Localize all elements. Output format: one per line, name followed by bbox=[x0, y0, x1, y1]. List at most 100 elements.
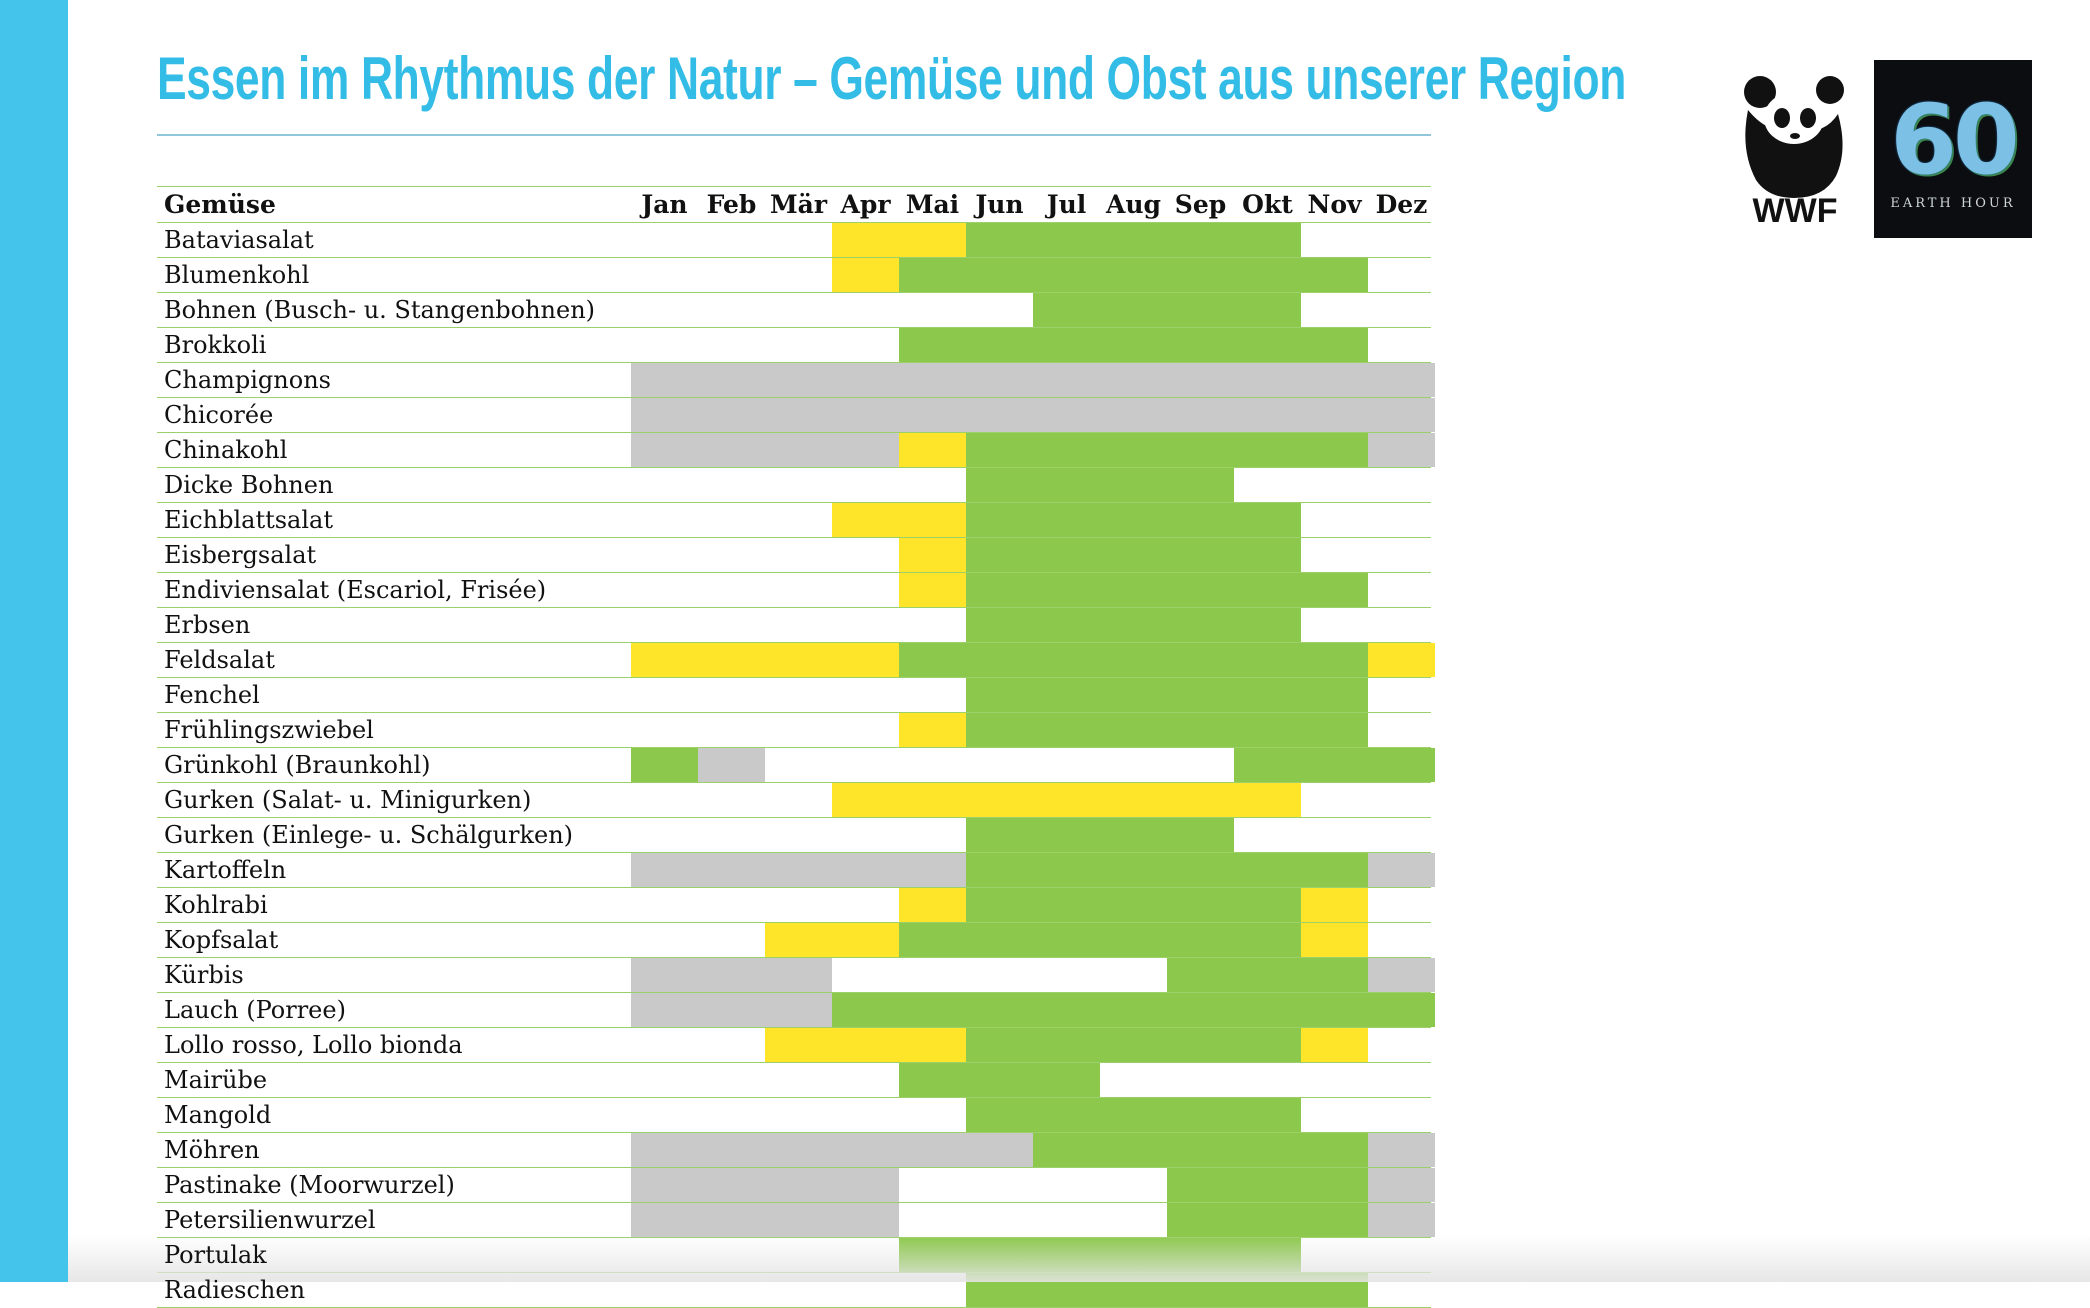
table-row: Champignons bbox=[157, 363, 1435, 398]
month-header: Apr bbox=[840, 190, 891, 219]
month-header: Feb bbox=[706, 190, 757, 219]
month-header: Mär bbox=[769, 190, 828, 219]
season-cell-gray bbox=[1368, 958, 1435, 992]
season-cell-green bbox=[899, 1238, 1301, 1272]
season-cell-yellow bbox=[832, 783, 1301, 817]
table-row: Kartoffeln bbox=[157, 853, 1435, 888]
earth-hour-caption: EARTH HOUR bbox=[1890, 196, 2016, 211]
table-row: Kopfsalat bbox=[157, 923, 1431, 958]
vegetable-name: Bohnen (Busch- u. Stangenbohnen) bbox=[164, 296, 596, 324]
season-cell-yellow bbox=[832, 503, 966, 537]
season-cell-gray bbox=[631, 1168, 899, 1202]
season-cell-gray bbox=[631, 853, 966, 887]
vegetable-name: Mairübe bbox=[164, 1066, 268, 1094]
wwf-logo-text: WWF bbox=[1753, 192, 1838, 230]
vegetable-name: Lauch (Porree) bbox=[164, 996, 346, 1024]
panda-ear-left bbox=[1744, 76, 1776, 108]
table-row: Chinakohl bbox=[157, 433, 1435, 468]
table-row: Petersilienwurzel bbox=[157, 1203, 1435, 1238]
season-cell-green bbox=[966, 818, 1234, 852]
season-cell-gray bbox=[1368, 1168, 1435, 1202]
season-cell-green bbox=[966, 223, 1301, 257]
season-cell-green bbox=[899, 328, 1368, 362]
table-row: Bohnen (Busch- u. Stangenbohnen) bbox=[157, 293, 1431, 328]
season-cell-gray bbox=[698, 748, 765, 782]
season-cell-yellow bbox=[899, 538, 966, 572]
vegetable-name: Endiviensalat (Escariol, Frisée) bbox=[164, 576, 547, 604]
season-cell-yellow bbox=[899, 713, 966, 747]
table-row: Blumenkohl bbox=[157, 258, 1431, 293]
table-row: Feldsalat bbox=[157, 643, 1435, 678]
vegetable-name: Erbsen bbox=[164, 611, 251, 639]
season-cell-green bbox=[966, 468, 1234, 502]
season-cell-gray bbox=[631, 1133, 1033, 1167]
vegetable-name: Frühlingszwiebel bbox=[164, 716, 374, 744]
earth-hour-60-logo: 60 EARTH HOUR bbox=[1874, 60, 2032, 238]
season-cell-green bbox=[966, 538, 1301, 572]
vegetable-name: Gurken (Einlege- u. Schälgurken) bbox=[164, 821, 574, 849]
vegetable-name: Chinakohl bbox=[164, 436, 288, 464]
table-row: Frühlingszwiebel bbox=[157, 713, 1431, 748]
vegetable-name: Radieschen bbox=[164, 1276, 306, 1304]
season-cell-green bbox=[1234, 748, 1435, 782]
month-header: Jun bbox=[975, 190, 1024, 219]
table-row: Mangold bbox=[157, 1098, 1431, 1133]
month-header: Jul bbox=[1046, 190, 1087, 219]
table-row: Radieschen bbox=[157, 1273, 1431, 1308]
season-cell-green bbox=[966, 1028, 1301, 1062]
month-header: Mai bbox=[905, 190, 960, 219]
season-cell-yellow bbox=[631, 643, 899, 677]
left-accent-bar bbox=[0, 0, 68, 1282]
season-cell-yellow bbox=[1301, 1028, 1368, 1062]
table-row: Kohlrabi bbox=[157, 888, 1431, 923]
season-cell-yellow bbox=[1301, 888, 1368, 922]
vegetable-name: Blumenkohl bbox=[164, 261, 310, 289]
table-row: Chicorée bbox=[157, 398, 1435, 433]
season-cell-gray bbox=[631, 363, 1435, 397]
table-row: Gurken (Salat- u. Minigurken) bbox=[157, 783, 1431, 818]
title-divider bbox=[157, 134, 1431, 136]
season-cell-yellow bbox=[765, 923, 899, 957]
table-row: Pastinake (Moorwurzel) bbox=[157, 1168, 1435, 1203]
season-cell-green bbox=[966, 678, 1368, 712]
wwf-panda-logo: WWF bbox=[1744, 76, 1844, 230]
table-row: Bataviasalat bbox=[157, 223, 1431, 258]
season-cell-green bbox=[899, 923, 1301, 957]
season-cell-gray bbox=[631, 958, 832, 992]
vegetable-name: Lollo rosso, Lollo bionda bbox=[164, 1031, 463, 1059]
season-cell-yellow bbox=[899, 888, 966, 922]
table-row: Lauch (Porree) bbox=[157, 993, 1435, 1028]
season-cell-green bbox=[1033, 293, 1301, 327]
table-row: Endiviensalat (Escariol, Frisée) bbox=[157, 573, 1431, 608]
vegetable-name: Brokkoli bbox=[164, 331, 267, 359]
season-cell-green bbox=[966, 1098, 1301, 1132]
season-cell-green bbox=[1167, 958, 1368, 992]
season-cell-green bbox=[1167, 1168, 1368, 1202]
season-cell-yellow bbox=[899, 573, 966, 607]
season-cell-yellow bbox=[832, 223, 966, 257]
table-row: Eichblattsalat bbox=[157, 503, 1431, 538]
season-cell-gray bbox=[1368, 433, 1435, 467]
season-cell-green bbox=[631, 748, 698, 782]
table-row: Kürbis bbox=[157, 958, 1435, 993]
table-row: Mairübe bbox=[157, 1063, 1431, 1098]
season-cell-green bbox=[966, 608, 1301, 642]
season-cell-green bbox=[832, 993, 1435, 1027]
season-cell-gray bbox=[631, 433, 899, 467]
vegetable-name: Fenchel bbox=[164, 681, 260, 709]
panda-ear-right bbox=[1816, 76, 1844, 104]
vegetable-name: Kürbis bbox=[164, 961, 244, 989]
panda-eye-right bbox=[1800, 108, 1816, 128]
table-row: Möhren bbox=[157, 1133, 1435, 1168]
vegetable-name: Kopfsalat bbox=[164, 926, 279, 954]
table-row: Lollo rosso, Lollo bionda bbox=[157, 1028, 1431, 1063]
season-cell-green bbox=[966, 713, 1368, 747]
vegetable-name: Feldsalat bbox=[164, 646, 275, 674]
season-cell-gray bbox=[1368, 853, 1435, 887]
table-row: Portulak bbox=[157, 1238, 1431, 1273]
season-cell-green bbox=[899, 643, 1368, 677]
season-cell-yellow bbox=[832, 258, 899, 292]
month-header: Sep bbox=[1174, 190, 1227, 219]
season-cell-gray bbox=[1368, 1203, 1435, 1237]
table-row: Gurken (Einlege- u. Schälgurken) bbox=[157, 818, 1431, 853]
